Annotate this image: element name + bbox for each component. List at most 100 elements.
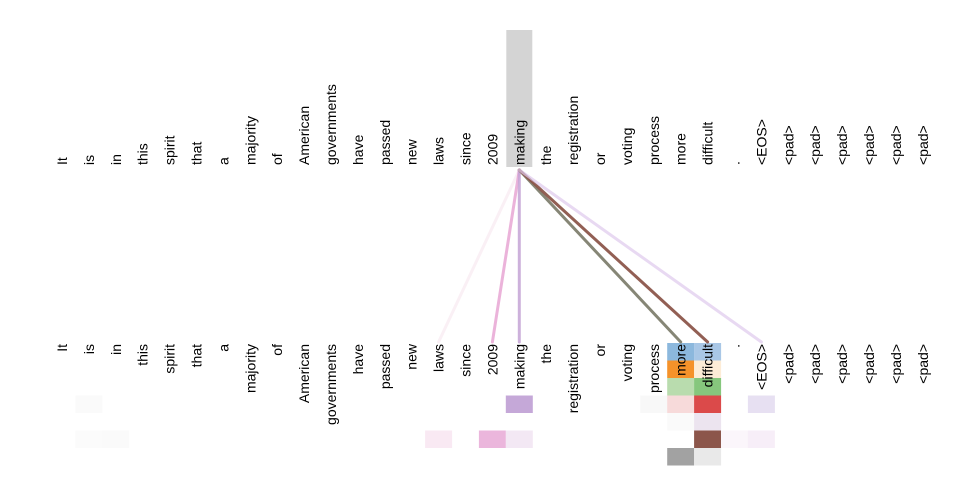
source-token[interactable]: that <box>189 142 205 165</box>
source-token-row: It is in this spirit that a majority of American g… <box>54 84 931 165</box>
heatmap-cell <box>694 395 722 413</box>
target-token[interactable]: the <box>538 344 554 364</box>
source-token[interactable]: <pad> <box>834 125 850 165</box>
target-token[interactable]: or <box>592 344 608 357</box>
source-token[interactable]: spirit <box>162 135 178 165</box>
target-token[interactable]: spirit <box>162 344 178 374</box>
attention-link <box>517 168 710 344</box>
target-token[interactable]: . <box>727 344 743 348</box>
target-token[interactable]: process <box>646 344 662 393</box>
heatmap-cell <box>505 430 533 448</box>
source-token[interactable]: American <box>296 106 312 165</box>
attention-heatmap <box>75 343 775 466</box>
target-token-row: It is in this spirit that a majority of American g… <box>54 343 931 425</box>
heatmap-cell <box>694 343 722 361</box>
target-token[interactable]: new <box>404 343 420 370</box>
target-token[interactable]: <pad> <box>915 344 931 384</box>
target-token[interactable]: 2009 <box>484 344 500 375</box>
source-token[interactable]: since <box>458 132 474 165</box>
source-token[interactable]: majority <box>242 116 258 165</box>
source-token[interactable]: process <box>646 116 662 165</box>
target-token[interactable]: of <box>269 344 285 356</box>
target-token[interactable]: governments <box>323 344 339 425</box>
target-token[interactable]: <pad> <box>780 344 796 384</box>
attention-link <box>437 168 521 344</box>
source-token[interactable]: <pad> <box>861 125 877 165</box>
source-token[interactable]: making <box>511 120 527 165</box>
source-token[interactable]: have <box>350 134 366 165</box>
heatmap-cell <box>425 430 453 448</box>
source-token[interactable]: difficult <box>700 122 716 165</box>
heatmap-cell <box>667 413 695 431</box>
target-token[interactable]: <pad> <box>807 344 823 384</box>
source-token[interactable]: passed <box>377 120 393 165</box>
heatmap-cell <box>667 360 695 378</box>
target-token[interactable]: registration <box>565 344 581 413</box>
heatmap-cell <box>75 430 103 448</box>
target-token[interactable]: majority <box>242 344 258 393</box>
heatmap-cell <box>478 430 506 448</box>
source-token[interactable]: laws <box>431 137 447 165</box>
target-token[interactable]: <pad> <box>834 344 850 384</box>
source-token[interactable]: voting <box>619 128 635 165</box>
heatmap-cell <box>694 448 722 466</box>
heatmap-cell <box>75 395 103 413</box>
attention-link <box>490 168 521 344</box>
target-token[interactable]: making <box>511 344 527 389</box>
source-token[interactable]: this <box>135 143 151 165</box>
selected-token-highlight-layer <box>506 30 533 167</box>
source-token[interactable]: <pad> <box>807 125 823 165</box>
source-token[interactable]: registration <box>565 96 581 165</box>
source-token[interactable]: <pad> <box>915 125 931 165</box>
heatmap-cell <box>747 430 775 448</box>
source-token[interactable]: is <box>81 155 97 165</box>
source-token[interactable]: <EOS> <box>753 119 769 165</box>
source-token[interactable]: 2009 <box>484 134 500 165</box>
attention-link <box>517 168 683 344</box>
target-token[interactable]: American <box>296 344 312 403</box>
heatmap-cell <box>747 395 775 413</box>
target-token[interactable]: laws <box>431 344 447 372</box>
source-token[interactable]: of <box>269 153 285 165</box>
source-token[interactable]: . <box>727 161 743 165</box>
target-token[interactable]: <pad> <box>861 344 877 384</box>
heatmap-cell <box>102 430 130 448</box>
source-token[interactable]: <pad> <box>780 125 796 165</box>
heatmap-cell <box>667 343 695 361</box>
source-token[interactable]: <pad> <box>888 125 904 165</box>
target-token[interactable]: a <box>215 344 231 352</box>
heatmap-cell <box>694 378 722 396</box>
target-token[interactable]: voting <box>619 344 635 381</box>
target-token[interactable]: passed <box>377 344 393 389</box>
source-token[interactable]: new <box>404 138 420 165</box>
heatmap-cell <box>505 395 533 413</box>
target-token[interactable]: since <box>458 344 474 377</box>
target-token[interactable]: in <box>108 344 124 355</box>
target-token[interactable]: have <box>350 344 366 375</box>
attention-link <box>517 168 763 344</box>
source-token[interactable]: It <box>54 157 70 165</box>
source-token[interactable]: governments <box>323 84 339 165</box>
target-token[interactable]: that <box>189 344 205 367</box>
target-token[interactable]: this <box>135 344 151 366</box>
heatmap-cell <box>667 378 695 396</box>
target-token[interactable]: <EOS> <box>753 344 769 390</box>
heatmap-cell <box>694 430 722 448</box>
source-token[interactable]: a <box>215 157 231 165</box>
attention-links <box>437 168 763 344</box>
heatmap-cell <box>721 430 748 448</box>
heatmap-cell <box>640 395 668 413</box>
target-token[interactable]: <pad> <box>888 344 904 384</box>
source-token[interactable]: in <box>108 154 124 165</box>
source-token[interactable]: or <box>592 152 608 165</box>
heatmap-cell <box>694 413 722 431</box>
heatmap-cell <box>667 448 695 466</box>
target-token[interactable]: It <box>54 344 70 352</box>
source-token[interactable]: more <box>673 133 689 165</box>
target-token[interactable]: more <box>673 344 689 376</box>
source-token[interactable]: the <box>538 145 554 165</box>
target-token[interactable]: is <box>81 344 97 354</box>
target-token[interactable]: difficult <box>700 344 716 387</box>
heatmap-cell <box>694 360 722 378</box>
